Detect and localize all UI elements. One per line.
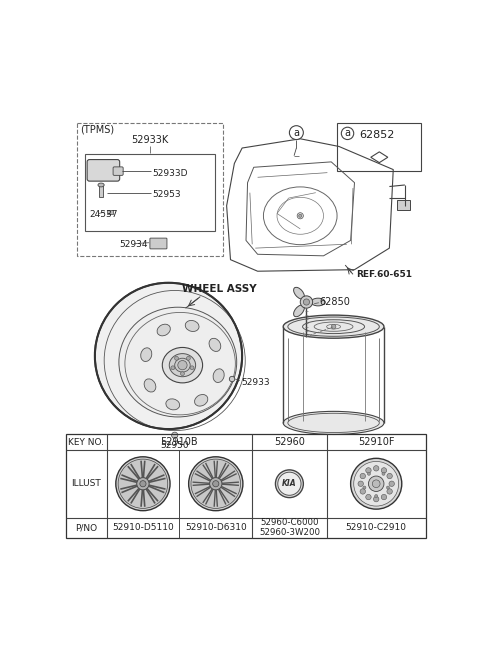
Circle shape xyxy=(116,457,170,510)
Ellipse shape xyxy=(294,305,304,317)
Circle shape xyxy=(350,459,402,509)
Circle shape xyxy=(191,459,240,508)
Ellipse shape xyxy=(98,183,104,187)
Circle shape xyxy=(190,366,194,370)
Text: 52933D: 52933D xyxy=(152,169,188,178)
Ellipse shape xyxy=(209,338,221,352)
Text: 52960: 52960 xyxy=(274,437,305,447)
Ellipse shape xyxy=(283,315,384,338)
Text: 52910-D5110: 52910-D5110 xyxy=(112,523,174,532)
Circle shape xyxy=(382,472,385,476)
Circle shape xyxy=(140,481,146,487)
Circle shape xyxy=(358,481,363,487)
Circle shape xyxy=(278,472,301,495)
FancyBboxPatch shape xyxy=(150,238,167,249)
Ellipse shape xyxy=(213,369,224,382)
Text: ILLUST: ILLUST xyxy=(72,480,101,488)
Text: 52910F: 52910F xyxy=(358,437,395,447)
Bar xyxy=(107,210,113,215)
Circle shape xyxy=(210,478,222,490)
Circle shape xyxy=(331,324,336,329)
Bar xyxy=(77,123,223,256)
Circle shape xyxy=(303,299,310,305)
Circle shape xyxy=(387,489,392,494)
Ellipse shape xyxy=(283,411,384,434)
Text: 52933K: 52933K xyxy=(131,135,168,146)
Ellipse shape xyxy=(185,321,199,331)
Circle shape xyxy=(180,372,184,375)
Circle shape xyxy=(387,474,392,479)
Text: WHEEL ASSY: WHEEL ASSY xyxy=(181,284,256,294)
Ellipse shape xyxy=(169,354,196,377)
Text: 52933: 52933 xyxy=(241,379,270,388)
Circle shape xyxy=(369,476,384,491)
Circle shape xyxy=(229,377,235,382)
Bar xyxy=(337,123,421,171)
Circle shape xyxy=(354,461,399,506)
Circle shape xyxy=(373,466,379,471)
Bar xyxy=(66,434,426,538)
Text: 52910-C2910: 52910-C2910 xyxy=(346,523,407,532)
Circle shape xyxy=(366,468,371,473)
Text: 52910B: 52910B xyxy=(160,437,198,447)
Text: 24537: 24537 xyxy=(89,210,118,218)
Circle shape xyxy=(172,432,178,438)
Ellipse shape xyxy=(311,298,325,306)
Text: KIA: KIA xyxy=(282,480,297,488)
Bar xyxy=(99,185,103,197)
Circle shape xyxy=(276,470,303,498)
Circle shape xyxy=(375,495,378,498)
Text: 62852: 62852 xyxy=(359,130,395,140)
Circle shape xyxy=(178,361,187,370)
Circle shape xyxy=(300,296,312,308)
Ellipse shape xyxy=(144,379,156,392)
Ellipse shape xyxy=(194,394,208,406)
Circle shape xyxy=(171,366,175,370)
Circle shape xyxy=(366,495,371,500)
Text: 52934: 52934 xyxy=(120,240,148,249)
Circle shape xyxy=(367,472,371,476)
Ellipse shape xyxy=(157,324,170,336)
Circle shape xyxy=(363,486,366,489)
Text: REF.60-651: REF.60-651 xyxy=(356,270,412,279)
Ellipse shape xyxy=(175,358,190,372)
Text: a: a xyxy=(293,128,300,138)
Circle shape xyxy=(189,457,243,510)
Ellipse shape xyxy=(294,287,304,299)
Bar xyxy=(397,200,409,210)
Text: a: a xyxy=(345,129,350,138)
Circle shape xyxy=(381,468,387,473)
Text: 52953: 52953 xyxy=(152,190,181,199)
Text: 62850: 62850 xyxy=(320,297,350,307)
Circle shape xyxy=(360,474,365,479)
Circle shape xyxy=(389,481,395,487)
Text: KEY NO.: KEY NO. xyxy=(68,438,104,447)
Ellipse shape xyxy=(166,399,180,410)
Circle shape xyxy=(299,215,302,217)
Circle shape xyxy=(381,495,387,500)
Ellipse shape xyxy=(141,348,152,361)
Circle shape xyxy=(175,356,179,360)
Circle shape xyxy=(360,489,365,494)
Text: 52910-D6310: 52910-D6310 xyxy=(185,523,247,532)
Text: (TPMS): (TPMS) xyxy=(80,125,114,134)
Text: 52950: 52950 xyxy=(160,441,189,450)
FancyBboxPatch shape xyxy=(113,167,123,175)
Ellipse shape xyxy=(119,307,237,417)
Circle shape xyxy=(386,486,390,489)
Bar xyxy=(85,154,215,231)
Text: P/NO: P/NO xyxy=(75,523,97,532)
Circle shape xyxy=(372,480,380,487)
Circle shape xyxy=(95,283,242,429)
Circle shape xyxy=(186,356,190,360)
Ellipse shape xyxy=(162,348,203,383)
Circle shape xyxy=(213,481,219,487)
Circle shape xyxy=(289,126,303,140)
Circle shape xyxy=(373,497,379,502)
Circle shape xyxy=(137,478,149,490)
FancyBboxPatch shape xyxy=(87,159,120,181)
Circle shape xyxy=(118,459,168,508)
Circle shape xyxy=(297,213,303,219)
Text: 52960-C6000
52960-3W200: 52960-C6000 52960-3W200 xyxy=(259,518,320,537)
